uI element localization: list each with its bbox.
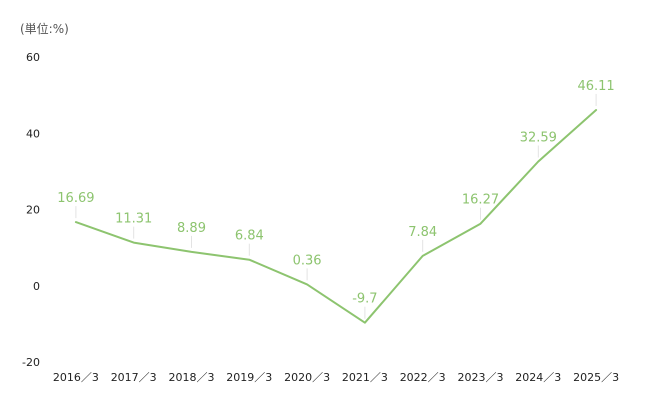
y-tick-label: 40 bbox=[26, 127, 40, 140]
data-label: 6.84 bbox=[235, 229, 264, 244]
data-label: -9.7 bbox=[352, 292, 377, 307]
x-tick-label: 2023／3 bbox=[458, 371, 504, 384]
y-tick-label: 20 bbox=[26, 204, 40, 217]
x-tick-label: 2024／3 bbox=[515, 371, 561, 384]
leader-lines bbox=[75, 93, 597, 319]
data-labels: 16.69 11.31 8.89 6.84 0.36 -9.7 7.84 16.27 32.59… bbox=[57, 79, 614, 307]
x-axis: 2016／3 2017／3 2018／3 2019／3 2020／3 2021／3 2022… bbox=[53, 371, 619, 384]
x-tick-label: 2020／3 bbox=[284, 371, 330, 384]
x-tick-label: 2017／3 bbox=[111, 371, 157, 384]
x-tick-label: 2019／3 bbox=[226, 371, 272, 384]
y-tick-label: 0 bbox=[33, 280, 40, 293]
y-axis: 60 40 20 0 -20 bbox=[22, 51, 40, 369]
x-tick-label: 2025／3 bbox=[573, 371, 619, 384]
data-label: 16.27 bbox=[462, 193, 499, 208]
unit-label: (単位:%) bbox=[20, 21, 69, 36]
data-label: 8.89 bbox=[177, 221, 206, 236]
data-label: 46.11 bbox=[577, 79, 614, 94]
data-label: 11.31 bbox=[115, 212, 152, 227]
x-tick-label: 2016／3 bbox=[53, 371, 99, 384]
data-label: 16.69 bbox=[57, 191, 94, 206]
series-line bbox=[74, 109, 598, 324]
y-tick-label: -20 bbox=[22, 356, 40, 369]
x-tick-label: 2022／3 bbox=[400, 371, 446, 384]
data-label: 32.59 bbox=[520, 131, 557, 146]
data-label: 7.84 bbox=[408, 225, 437, 240]
x-tick-label: 2018／3 bbox=[169, 371, 215, 384]
x-tick-label: 2021／3 bbox=[342, 371, 388, 384]
y-tick-label: 60 bbox=[26, 51, 40, 64]
data-label: 0.36 bbox=[293, 253, 322, 268]
